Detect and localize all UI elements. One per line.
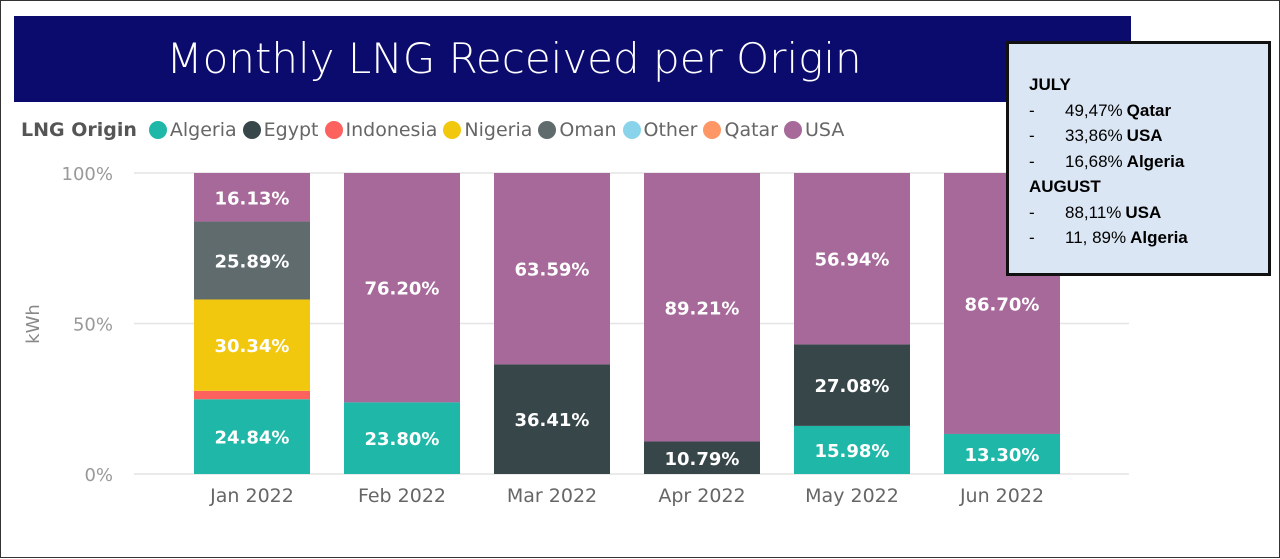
- note-origin: Algeria: [1126, 151, 1185, 171]
- legend-marker: [443, 121, 462, 139]
- legend: LNG Origin Algeria Egypt Indonesia Nigeria O…: [21, 119, 850, 141]
- legend-item-algeria[interactable]: Algeria: [148, 119, 237, 141]
- note-row: - 33,86% USA: [1029, 123, 1268, 149]
- legend-label: Algeria: [169, 119, 237, 141]
- bar-segment-algeria: [944, 433, 1060, 474]
- dash: -: [1029, 126, 1035, 145]
- x-tick-label: Jun 2022: [959, 485, 1044, 507]
- bar-segment-usa: [494, 173, 610, 365]
- x-tick-label: May 2022: [805, 485, 899, 507]
- note-origin: Algeria: [1130, 228, 1188, 247]
- dash: -: [1029, 202, 1035, 222]
- legend-item-egypt[interactable]: Egypt: [242, 119, 319, 141]
- legend-marker: [538, 121, 557, 139]
- bar-segment-usa: [794, 173, 910, 345]
- bar-segment-algeria: [194, 399, 310, 474]
- note-origin: Qatar: [1126, 100, 1172, 120]
- bar-segment-algeria: [794, 425, 910, 474]
- x-tick-label: Mar 2022: [507, 485, 597, 507]
- note-value: 11, 89%: [1065, 228, 1127, 247]
- x-tick-label: Apr 2022: [658, 485, 745, 507]
- legend-label: Qatar: [724, 119, 778, 141]
- legend-item-usa[interactable]: USA: [784, 119, 844, 141]
- legend-marker: [148, 121, 167, 139]
- data-label: 10.79%: [665, 449, 740, 470]
- note-value: 88,11%: [1065, 202, 1122, 222]
- dash: -: [1029, 151, 1035, 171]
- note-heading: JULY: [1029, 75, 1071, 94]
- legend-item-oman[interactable]: Oman: [538, 119, 617, 141]
- dash: -: [1029, 228, 1035, 247]
- data-label: 30.34%: [215, 336, 290, 357]
- bar-segment-usa: [344, 173, 460, 403]
- data-label: 25.89%: [215, 252, 290, 273]
- data-label: 76.20%: [365, 279, 440, 300]
- data-label: 89.21%: [665, 298, 740, 319]
- legend-marker: [703, 121, 722, 139]
- bar-segment-usa: [194, 173, 310, 222]
- data-label: 63.59%: [515, 260, 590, 281]
- data-label: 86.70%: [965, 294, 1040, 315]
- y-axis-label: kWh: [23, 304, 44, 344]
- legend-label: Other: [643, 119, 698, 141]
- legend-item-nigeria[interactable]: Nigeria: [443, 119, 532, 141]
- note-value: 16,68%: [1065, 151, 1123, 171]
- x-tick-label: Jan 2022: [209, 485, 294, 507]
- data-label: 15.98%: [815, 441, 890, 462]
- legend-item-other[interactable]: Other: [622, 119, 698, 141]
- dash: -: [1029, 100, 1035, 120]
- data-label: 36.41%: [515, 410, 590, 431]
- bar-segment-oman: [194, 221, 310, 300]
- note-value: 49,47%: [1065, 100, 1123, 120]
- data-label: 24.84%: [215, 428, 290, 449]
- legend-marker: [242, 121, 261, 139]
- legend-marker: [622, 121, 641, 139]
- bar-segment-egypt: [794, 344, 910, 426]
- y-tick-label: 50%: [73, 315, 113, 336]
- bar-segment-usa: [644, 173, 760, 442]
- title-banner: [14, 16, 1131, 102]
- bar-segment-indonesia: [194, 390, 310, 400]
- y-tick-label: 0%: [84, 465, 113, 486]
- note-row: - 49,47% Qatar: [1029, 98, 1268, 124]
- note-heading: AUGUST: [1029, 177, 1101, 196]
- data-label: 27.08%: [815, 376, 890, 397]
- bar-segment-egypt: [494, 364, 610, 474]
- legend-label: Indonesia: [345, 119, 438, 141]
- x-tick-label: Feb 2022: [358, 485, 446, 507]
- bar-segment-egypt: [644, 441, 760, 474]
- data-label: 23.80%: [365, 429, 440, 450]
- data-label: 16.13%: [215, 188, 290, 209]
- annotation-box: JULY -49,47% Qatar -33,86% USA -16,68% Algeria…: [1006, 41, 1271, 276]
- bar-segment-algeria: [344, 402, 460, 474]
- note-origin: USA: [1125, 202, 1162, 222]
- bar-segment-nigeria: [194, 299, 310, 391]
- note-row: - 16,68% Algeria: [1029, 149, 1268, 175]
- legend-item-qatar[interactable]: Qatar: [703, 119, 778, 141]
- legend-label: USA: [805, 119, 845, 141]
- data-label: 56.94%: [815, 250, 890, 271]
- legend-title: LNG Origin: [21, 119, 137, 141]
- legend-marker: [784, 121, 802, 139]
- note-value: 33,86%: [1065, 126, 1123, 145]
- legend-label: Nigeria: [464, 119, 533, 141]
- data-label: 13.30%: [965, 445, 1040, 466]
- legend-label: Oman: [559, 119, 617, 141]
- legend-item-indonesia[interactable]: Indonesia: [324, 119, 438, 141]
- y-tick-label: 100%: [62, 164, 113, 185]
- legend-marker: [324, 121, 343, 139]
- chart-title: Monthly LNG Received per Origin: [166, 34, 862, 83]
- note-row: - 11, 89% Algeria: [1029, 225, 1268, 251]
- legend-label: Egypt: [263, 119, 319, 141]
- note-origin: USA: [1126, 126, 1163, 145]
- note-row: - 88,11% USA: [1029, 200, 1268, 226]
